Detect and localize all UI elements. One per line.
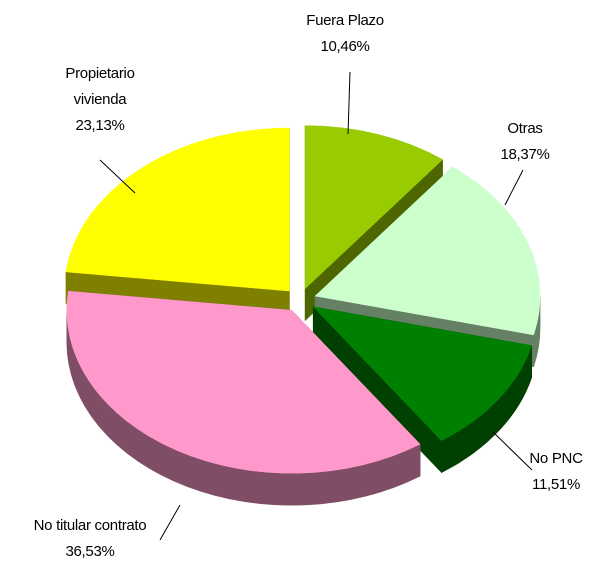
leader-line: [99, 159, 136, 194]
slice-label: Propietario vivienda 23,13%: [50, 61, 150, 139]
leader-line: [159, 504, 181, 541]
value-label: 36,53%: [65, 543, 115, 560]
pie-slice: [312, 306, 533, 441]
value-label: 10,46%: [320, 38, 370, 55]
slice-label: Otras 18,37%: [500, 116, 549, 168]
pie-slice: [65, 127, 290, 292]
value-label: 18,37%: [500, 146, 550, 163]
leader-line: [504, 169, 524, 206]
category-label: Otras: [507, 120, 543, 137]
pie-slice: [314, 166, 541, 336]
slice-label: No titular contrato 36,53%: [34, 513, 147, 564]
value-label: 23,13%: [75, 117, 125, 134]
pie-slice: [304, 125, 444, 290]
category-label: No titular contrato: [33, 517, 147, 534]
slice-label: No PNC 11,51%: [529, 446, 583, 498]
category-label: Fuera Plazo: [306, 12, 384, 29]
leader-line: [347, 71, 351, 135]
leader-line: [492, 431, 533, 471]
category-label: Propietario vivienda: [65, 65, 135, 108]
slice-label: Fuera Plazo 10,46%: [306, 8, 384, 60]
category-label: No PNC: [529, 450, 583, 467]
pie-slice: [66, 290, 421, 474]
value-label: 11,51%: [532, 476, 580, 493]
